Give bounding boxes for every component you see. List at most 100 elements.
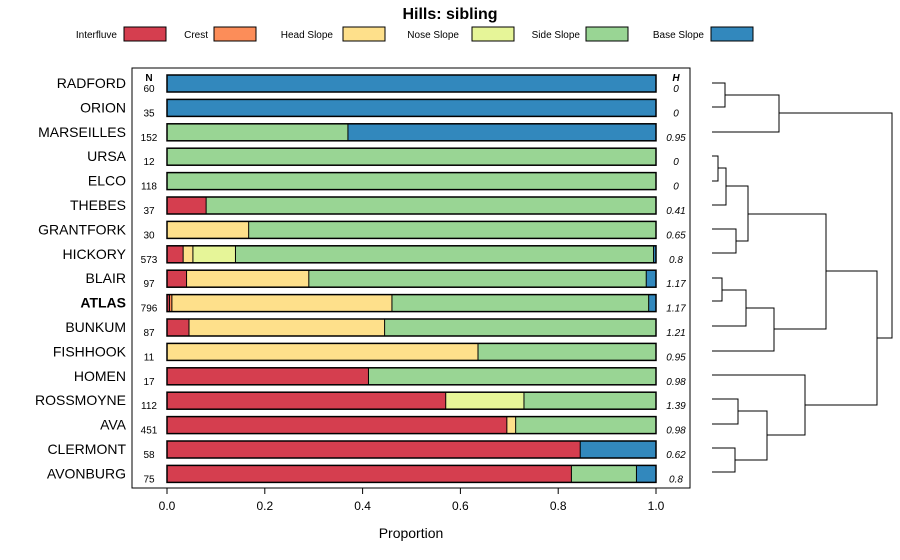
bar-segment-interfluve [167,197,207,214]
bar-segments [167,172,656,190]
bar-segments [167,416,656,434]
n-value: 12 [143,157,155,168]
bar-outline [166,342,657,362]
bar-segment-side-slope [206,197,656,214]
row-clermont: CLERMONT 58 0.62 [47,440,686,461]
bar-segment-side-slope [515,416,656,434]
bar-segments [167,392,656,410]
bar-segment-head-slope [167,343,479,361]
bar-segments [167,294,656,312]
bar-segments [167,343,656,361]
bar-outline [166,293,657,313]
bar-segment-interfluve [167,319,190,336]
bar-segment-interfluve [167,465,572,483]
bar-segments [167,99,656,117]
h-column-header: H [672,73,680,84]
h-value: 0.98 [666,426,686,437]
plot-frame [131,67,691,489]
n-value: 17 [143,377,155,388]
n-value: 796 [141,304,158,315]
h-value: 0.8 [669,255,683,266]
bar-outline [166,391,657,410]
x-tick-label: 1.0 [648,499,665,513]
n-value: 30 [143,230,155,241]
n-value: 97 [143,279,155,290]
legend-swatch-head-slope [342,26,386,42]
bar-segment-side-slope [523,392,656,410]
h-value: 0.41 [666,206,685,217]
bar-outline [166,196,657,215]
bar-outline [166,440,657,459]
bar-segment-base-slope [636,465,656,483]
bar-segment-side-slope [167,148,656,166]
bar-outline [166,245,657,264]
bar-segment-head-slope [506,416,516,434]
series-label: ATLAS [80,295,126,311]
bar-outline [166,147,657,166]
bar-segments [167,270,656,288]
h-value: 1.17 [666,279,686,290]
bar-segment-interfluve [167,245,184,263]
bar-segment-base-slope [167,99,656,117]
series-label: AVA [100,417,127,433]
bar-segment-interfluve [167,367,369,385]
series-label: ROSSMOYNE [35,392,126,408]
series-label: FISHHOOK [53,343,127,359]
bar-segment-base-slope [648,294,656,312]
legend-swatch-nose-slope [471,26,515,42]
bar-segments [167,367,656,385]
bar-segments [167,148,656,166]
bar-segments [167,123,656,141]
n-value: 58 [143,450,155,461]
series-label: THEBES [70,197,126,213]
n-value: 118 [141,182,157,193]
bar-segment-side-slope [235,245,654,263]
series-label: HICKORY [62,246,126,262]
x-axis: 0.0 0.2 0.4 0.6 0.8 1.0 [159,488,665,513]
n-value: 573 [141,255,158,266]
legend-label-base-slope: Base Slope [653,30,705,41]
h-value: 0 [673,84,679,95]
h-value: 0 [673,108,679,119]
row-atlas: ATLAS 796 1.17 [80,293,686,315]
bar-outline [166,415,657,435]
h-value: 0.95 [666,133,686,144]
n-column-header: N [145,73,152,84]
bar-outline [166,318,657,337]
n-value: 11 [144,352,155,363]
series-label: BUNKUM [65,319,126,335]
legend-swatch-base-slope [710,26,754,42]
bar-segments [167,197,656,214]
bar-outline [166,367,657,386]
legend-label-crest: Crest [184,30,208,41]
legend: Interfluve Crest Head Slope Nose Slope Side … [76,26,754,42]
bar-segment-base-slope [347,123,656,141]
h-value: 0.65 [666,230,686,241]
bar-segment-side-slope [571,465,637,483]
bar-outline [166,220,657,240]
legend-swatch-interfluve [123,26,167,42]
bar-segment-head-slope [171,294,392,312]
bar-segments [167,319,656,336]
row-avonburg: AVONBURG 75 0.8 [47,464,683,485]
series-label: CLERMONT [47,441,126,457]
bar-segment-side-slope [391,294,649,312]
n-value: 75 [143,474,155,485]
series-label: URSA [87,148,127,164]
bar-segment-crest [169,294,172,312]
series-label: HOMEN [74,368,126,384]
series-label: RADFORD [57,75,126,91]
x-axis-title: Proportion [379,525,444,541]
h-value: 1.39 [666,401,686,412]
bar-segment-interfluve [167,441,581,458]
bar-segment-nose-slope [192,245,236,263]
bar-outline [166,171,657,191]
legend-label-nose-slope: Nose Slope [407,30,459,41]
bar-rows: RADFORD 60 0 ORION 35 0 MARSEILLES 152 0.95 URSA 1… [35,74,686,485]
bar-segments [167,441,656,458]
bar-segment-interfluve [167,270,187,288]
x-tick-label: 0.8 [550,499,567,513]
bar-segment-base-slope [167,75,656,92]
row-fishhook: FISHHOOK 11 0.95 [53,342,686,363]
